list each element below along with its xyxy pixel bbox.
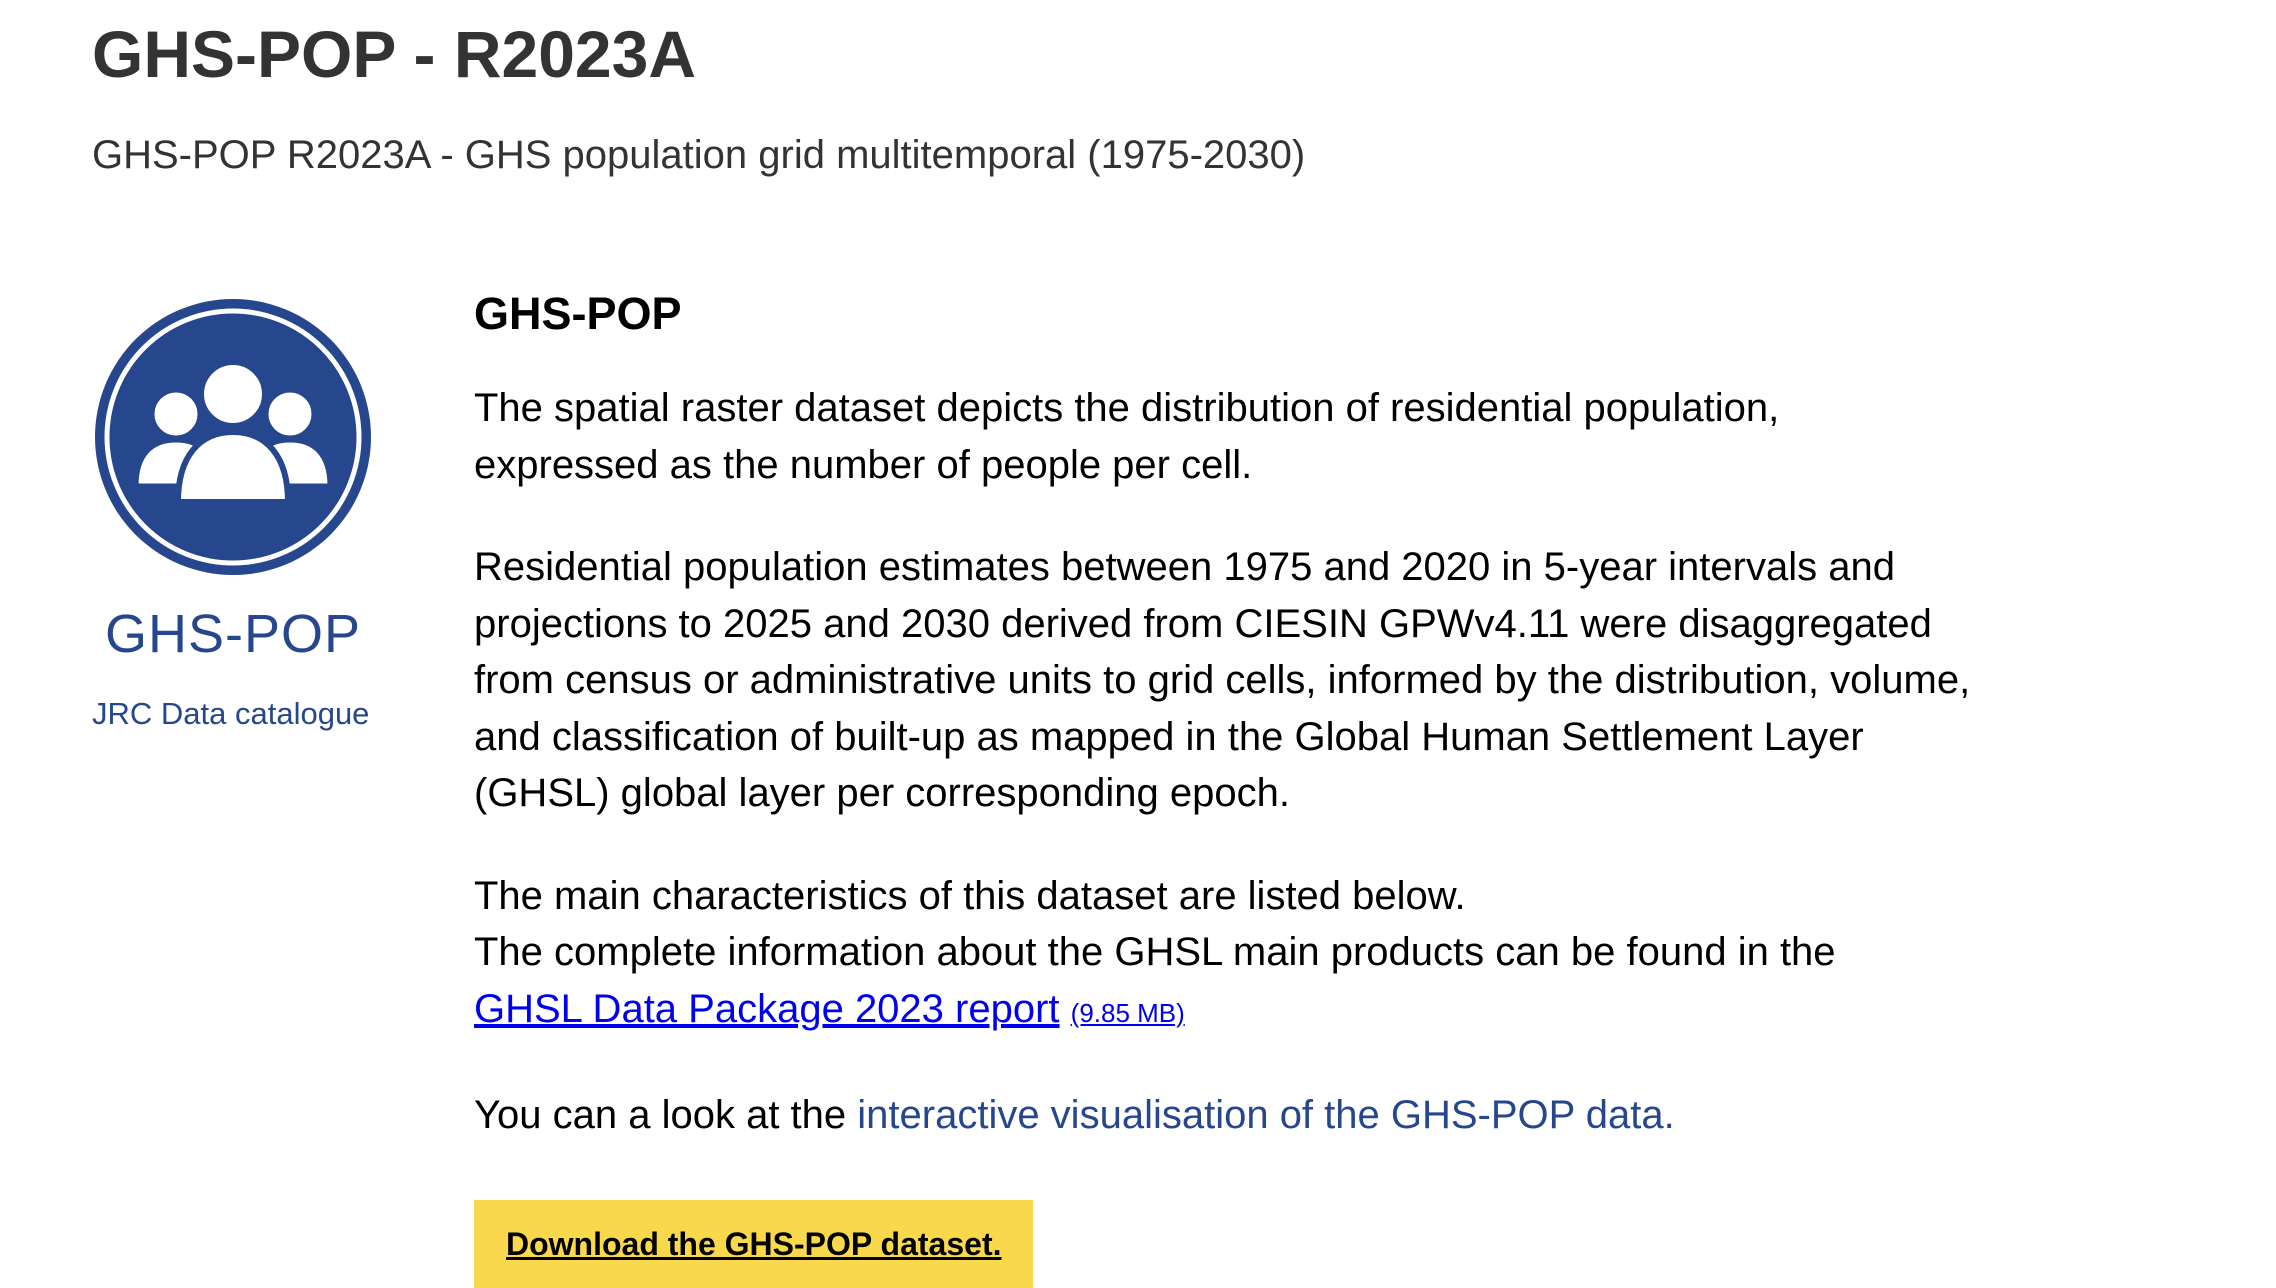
characteristics-line: The main characteristics of this dataset… bbox=[474, 873, 1466, 918]
characteristics-paragraph: The main characteristics of this dataset… bbox=[474, 868, 1974, 1042]
page-title: GHS-POP - R2023A bbox=[92, 17, 696, 91]
download-button[interactable]: Download the GHS-POP dataset. bbox=[474, 1199, 1034, 1288]
jrc-data-catalogue-link[interactable]: JRC Data catalogue bbox=[92, 696, 370, 731]
visualisation-prefix: You can a look at the bbox=[474, 1093, 858, 1137]
visualisation-paragraph: You can a look at the interactive visual… bbox=[474, 1087, 1974, 1144]
sidebar: GHS-POP JRC Data catalogue bbox=[92, 296, 392, 734]
description-paragraph: The spatial raster dataset depicts the d… bbox=[474, 386, 1780, 487]
report-size[interactable]: (9.85 MB) bbox=[1070, 997, 1185, 1028]
report-intro-line: The complete information about the GHSL … bbox=[474, 930, 1836, 974]
main-content: GHS-POP The spatial raster dataset depic… bbox=[474, 284, 1974, 1288]
report-link[interactable]: GHSL Data Package 2023 report bbox=[474, 986, 1060, 1031]
section-title: GHS-POP bbox=[474, 288, 682, 339]
logo-text: GHS-POP bbox=[104, 604, 362, 664]
visualisation-link[interactable]: interactive visualisation of the GHS-POP… bbox=[857, 1093, 1675, 1137]
methodology-paragraph: Residential population estimates between… bbox=[474, 545, 1971, 815]
people-group-icon bbox=[95, 299, 371, 575]
page-subtitle: GHS-POP R2023A - GHS population grid mul… bbox=[92, 133, 1306, 177]
